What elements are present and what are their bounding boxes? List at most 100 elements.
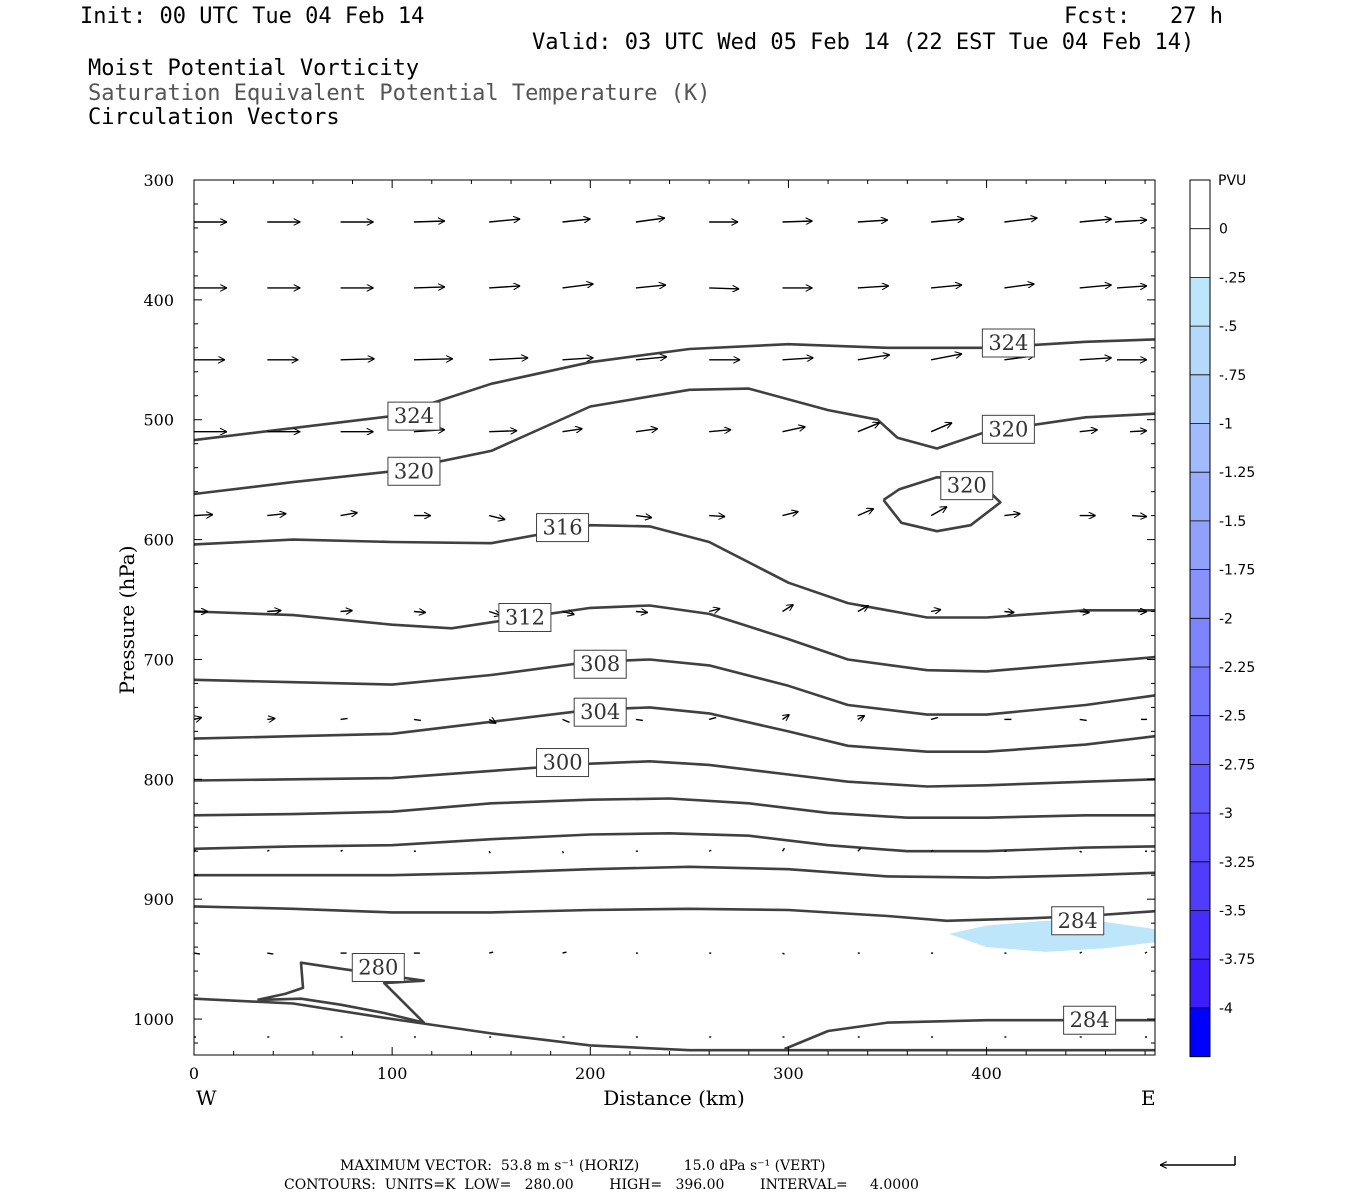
y-tick-label-2: 500 <box>143 411 174 430</box>
colorbar-label-0: 0 <box>1219 222 1228 238</box>
vector-r5-c1 <box>267 611 281 612</box>
vector-r4-c7 <box>709 516 725 517</box>
isentrope-300-6 <box>194 759 1155 788</box>
vector-r6-c12 <box>1079 718 1087 722</box>
vector-r0-c3 <box>413 221 445 222</box>
svg-text:284: 284 <box>1070 1008 1110 1032</box>
isentrope-320-14 <box>882 475 1002 533</box>
contour-label-312-6: 312 <box>498 603 552 632</box>
vector-r0-c8 <box>782 221 813 222</box>
vector-r2-c4 <box>489 358 528 360</box>
colorbar-label-12: -3 <box>1219 806 1233 822</box>
vector-r0-c9 <box>857 220 888 222</box>
colorbar-swatch-5 <box>1190 423 1210 473</box>
west-label: W <box>196 1086 217 1110</box>
vector-r4-c9 <box>857 509 874 517</box>
vector-r1-c7 <box>709 288 739 289</box>
colorbar-swatch-3 <box>1190 326 1210 376</box>
colorbar-label-4: -1 <box>1219 417 1233 433</box>
vector-r4-c11 <box>1004 514 1020 516</box>
max-vector-info: MAXIMUM VECTOR: 53.8 m s⁻¹ (HORIZ) 15.0 … <box>340 1158 826 1174</box>
colorbar-label-5: -1.25 <box>1219 465 1255 481</box>
vector-r0-c6 <box>635 218 665 223</box>
svg-text:308: 308 <box>580 652 620 676</box>
vector-r8-c13 <box>1144 951 1148 954</box>
colorbar-label-6: -1.5 <box>1219 514 1246 530</box>
vector-r1-c3 <box>413 287 445 288</box>
vector-r8-c12 <box>1079 951 1083 954</box>
vector-r3-c12 <box>1079 430 1098 432</box>
vector-r3-c8 <box>782 427 806 433</box>
vector-r1-c4 <box>489 286 520 288</box>
isentrope-296-7 <box>194 797 1155 820</box>
vector-r4-c13 <box>1131 516 1147 517</box>
vector-r2-c6 <box>635 357 667 360</box>
vector-r0-c12 <box>1079 219 1112 222</box>
vector-r7-c2 <box>340 849 343 852</box>
x-tick-label-1: 100 <box>377 1064 408 1083</box>
field-title-vectors: Circulation Vectors <box>88 105 340 130</box>
colorbar-label-7: -1.75 <box>1219 563 1255 579</box>
svg-text:320: 320 <box>947 474 987 498</box>
colorbar-swatch-1 <box>1190 228 1210 278</box>
vector-r6-c2 <box>340 717 348 721</box>
colorbar-label-9: -2.25 <box>1219 660 1255 676</box>
isentrope-308-4 <box>194 658 1155 716</box>
colorbar-swatch-6 <box>1190 472 1210 522</box>
vector-r7-c4 <box>488 850 491 854</box>
vector-r6-c7 <box>709 716 717 721</box>
vector-r3-c5 <box>562 429 583 432</box>
y-tick-label-4: 700 <box>143 650 174 669</box>
vector-r1-c13 <box>1116 286 1147 288</box>
forecast-hour: Fcst: 27 h <box>1064 4 1223 29</box>
isentrope-284-10 <box>194 905 1155 923</box>
colorbar-label-1: -.25 <box>1219 270 1246 286</box>
vector-r5-c9 <box>857 604 869 613</box>
x-tick-label-4: 400 <box>971 1064 1002 1083</box>
colorbar-label-2: -.5 <box>1219 319 1237 335</box>
vector-r5-c12 <box>1079 612 1090 613</box>
y-axis-label: Pressure (hPa) <box>115 546 139 695</box>
vector-r6-c4 <box>489 719 496 725</box>
isentrope-304-5 <box>194 706 1155 754</box>
colorbar-swatch-12 <box>1190 764 1210 814</box>
colorbar-swatch-14 <box>1190 861 1210 911</box>
svg-text:280: 280 <box>358 956 398 980</box>
vector-r7-c1 <box>266 849 270 852</box>
east-label: E <box>1141 1086 1156 1110</box>
field-title-thetae: Saturation Equivalent Potential Temperat… <box>88 81 711 106</box>
vector-r5-c3 <box>413 612 426 613</box>
vector-r0-c5 <box>562 219 591 222</box>
contour-label-284-11: 284 <box>1063 1005 1117 1035</box>
vector-r5-c7 <box>709 609 720 612</box>
vector-r7-c7 <box>708 849 712 852</box>
vector-r2-c5 <box>562 358 594 360</box>
reference-vector-icon <box>1160 1156 1236 1165</box>
contour-label-284-10: 284 <box>1051 906 1105 936</box>
colorbar-swatch-0 <box>1190 180 1210 230</box>
isentrope-288-9 <box>194 865 1155 879</box>
colorbar-swatch-13 <box>1190 813 1210 863</box>
svg-text:324: 324 <box>988 331 1028 355</box>
vector-r8-c8 <box>782 952 785 955</box>
svg-text:312: 312 <box>505 606 545 630</box>
contour-label-308-7: 308 <box>573 649 627 679</box>
vector-r6-c6 <box>635 718 643 722</box>
colorbar-label-14: -3.5 <box>1219 904 1246 920</box>
contour-label-320-4: 320 <box>940 471 994 501</box>
isentrope-292-8 <box>194 831 1155 853</box>
colorbar-label-15: -3.75 <box>1219 952 1255 968</box>
vector-r5-c2 <box>340 611 353 612</box>
vector-r4-c6 <box>635 516 652 518</box>
colorbar-swatch-11 <box>1190 715 1210 765</box>
colorbar-swatch-10 <box>1190 667 1210 717</box>
colorbar-swatch-16 <box>1190 959 1210 1009</box>
isentrope-280-12 <box>194 997 1155 1052</box>
vector-r0-c10 <box>931 219 964 222</box>
vector-r8-c0 <box>194 952 201 955</box>
svg-text:284: 284 <box>1058 909 1098 933</box>
vector-r2-c9 <box>857 355 890 361</box>
vector-r6-c10 <box>930 716 939 721</box>
vector-r6-c9 <box>858 714 865 719</box>
vector-r4-c8 <box>782 512 799 516</box>
